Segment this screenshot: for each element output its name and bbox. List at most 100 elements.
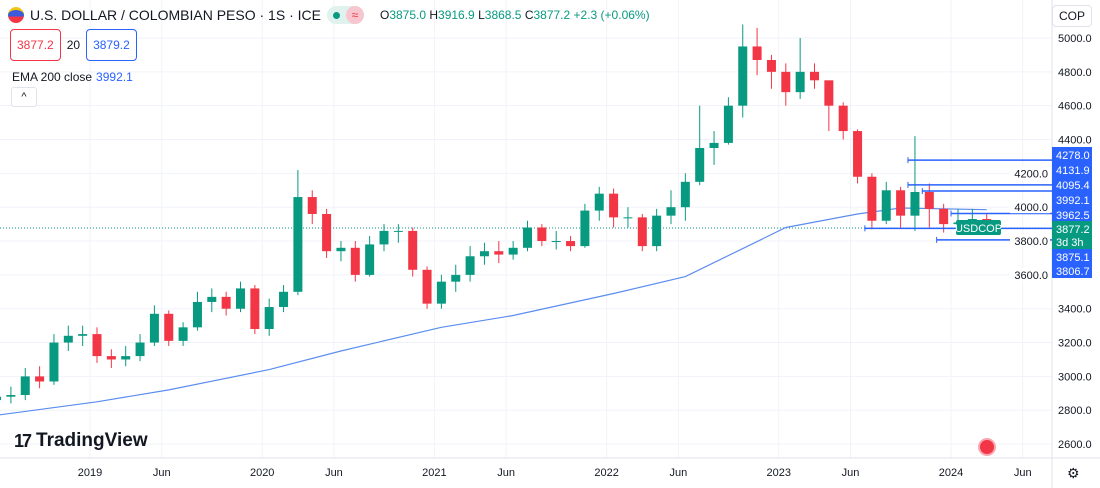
candle [609, 188, 619, 228]
price-tick-label: 2800.0 [1058, 405, 1092, 417]
time-tick-label: Jun [497, 467, 515, 479]
market-status-pill[interactable]: ≈ [326, 6, 364, 24]
candle-body [350, 247, 360, 275]
collapse-legend-button[interactable]: ^ [11, 87, 37, 107]
candle [723, 97, 733, 145]
price-tick-label: 3000.0 [1058, 371, 1092, 383]
candle [164, 310, 174, 346]
candle-body [738, 46, 748, 106]
candle [149, 305, 159, 346]
candle-body [838, 105, 848, 132]
price-axis-label-bg [1052, 192, 1092, 207]
candle [781, 63, 791, 106]
candle [207, 288, 217, 313]
candle-body [666, 207, 676, 216]
candle-body [365, 244, 375, 275]
data-delay-icon: ≈ [345, 6, 364, 24]
candle-body [637, 217, 647, 247]
buy-button[interactable]: 3879.2 [86, 29, 137, 61]
candle-body [479, 251, 489, 257]
candle-body [106, 356, 116, 360]
candle [867, 173, 877, 230]
candle-body [465, 256, 475, 275]
sell-button[interactable]: 3877.2 [10, 29, 61, 61]
candle [78, 325, 88, 346]
candle-body [322, 213, 332, 252]
candle [307, 190, 317, 225]
ema-legend[interactable]: EMA 200 close 3992.1 [12, 70, 133, 84]
candle-body [393, 230, 403, 232]
candle [465, 246, 475, 282]
candle [293, 169, 303, 296]
candle-body [623, 217, 633, 219]
candle [6, 386, 16, 404]
candle [192, 291, 202, 331]
change-value: +2.3 (+0.06%) [573, 8, 650, 22]
candle-body [566, 241, 576, 247]
candle-body [709, 142, 719, 148]
price-axis-label-bg [1052, 207, 1092, 222]
candle [451, 264, 461, 292]
ema-200-line [0, 207, 987, 416]
candle-body [752, 46, 762, 60]
time-tick-label: 2024 [939, 467, 963, 479]
candle [508, 241, 518, 260]
candle-body [250, 288, 260, 330]
candle [494, 241, 504, 264]
candle-body [293, 197, 303, 292]
price-tick-label: 3400.0 [1058, 304, 1092, 316]
candle [279, 285, 289, 313]
currency-button[interactable]: COP [1051, 5, 1092, 27]
candle-body [652, 215, 662, 247]
candle [537, 224, 547, 247]
candle [135, 334, 145, 362]
candle [695, 105, 705, 186]
open-value: 3875.0 [389, 8, 427, 22]
tradingview-logo[interactable]: 17 TradingView [14, 430, 148, 451]
candle-body [379, 230, 389, 245]
price-axis-label: 3962.5 [1056, 210, 1090, 222]
candle [436, 274, 446, 309]
candle-body [680, 181, 690, 208]
candle [810, 63, 819, 89]
candle [881, 181, 891, 225]
price-tick-label: 2600.0 [1058, 439, 1092, 451]
economic-event-flag-icon[interactable] [978, 438, 996, 456]
candle [336, 241, 346, 262]
axis-settings-icon[interactable]: ⚙ [1067, 465, 1080, 481]
candle-body [135, 342, 145, 357]
candle-body [824, 80, 834, 106]
candle-body [881, 190, 891, 221]
candle [20, 367, 30, 401]
candle-body [580, 210, 590, 247]
candle-body [867, 176, 877, 221]
price-tick-label: 4800.0 [1058, 67, 1092, 79]
time-tick-label: 2020 [250, 467, 274, 479]
legend-header: U.S. DOLLAR / COLOMBIAN PESO · 1S · ICE … [8, 6, 650, 24]
candle-body [939, 208, 949, 225]
candle [393, 224, 403, 243]
ohlc-values: O3875.0 H3916.9 L3868.5 C3877.2 +2.3 (+0… [379, 8, 650, 22]
symbol-title[interactable]: U.S. DOLLAR / COLOMBIAN PESO · 1S · ICE [30, 7, 321, 23]
price-tick-label: 5000.0 [1058, 33, 1092, 45]
price-tick-label: 3200.0 [1058, 338, 1092, 350]
candle [236, 281, 245, 313]
price-axis-label: 3806.7 [1056, 266, 1090, 278]
candle-body [63, 335, 73, 343]
market-open-icon [332, 11, 340, 19]
candle [350, 241, 360, 282]
candle-body [609, 193, 619, 218]
candle-body [121, 356, 131, 360]
candle [35, 366, 45, 389]
candle-body [221, 296, 231, 309]
price-axis-label: 4095.4 [1056, 180, 1090, 192]
time-tick-label: Jun [153, 467, 171, 479]
low-value: 3868.5 [484, 8, 522, 22]
price-tick-label-bg [1010, 166, 1050, 180]
price-tick-label: 4400.0 [1058, 135, 1092, 147]
candle [365, 235, 375, 277]
candle-body [436, 281, 446, 304]
candle-body [279, 291, 289, 308]
price-tick-label-bg [1010, 200, 1050, 214]
